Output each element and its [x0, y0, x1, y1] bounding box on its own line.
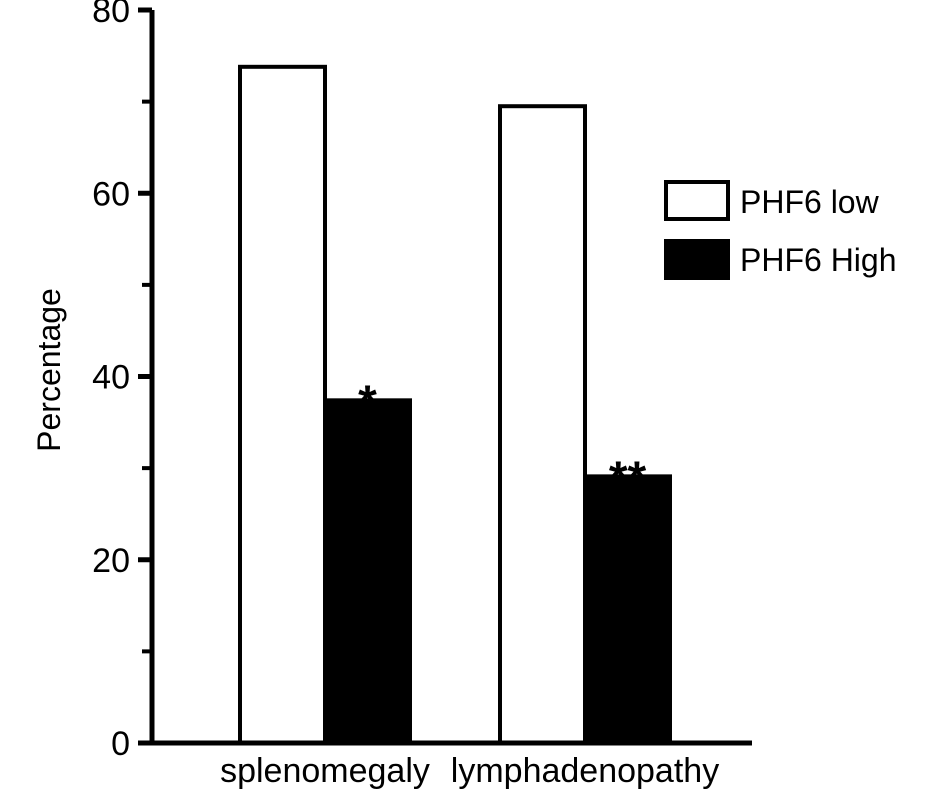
category-label-splenomegaly: splenomegaly	[220, 752, 430, 790]
significance-mark: *	[358, 376, 377, 429]
y-axis-title: Percentage	[31, 288, 67, 452]
category-labels: splenomegaly lymphadenopathy	[220, 752, 719, 790]
bar-phf6-low-lymphadenopathy	[498, 104, 587, 746]
legend-swatch-phf6-low	[664, 180, 730, 221]
bars	[238, 64, 672, 746]
legend-label-phf6-high: PHF6 High	[740, 242, 897, 278]
legend-label-phf6-low: PHF6 low	[740, 184, 880, 220]
y-tick-label: 60	[92, 175, 130, 213]
y-tick-label: 80	[92, 0, 130, 30]
bar-phf6-low-splenomegaly	[238, 64, 327, 746]
y-tick-label: 40	[92, 359, 130, 397]
significance-mark: **	[609, 452, 647, 505]
legend-swatch-phf6-high	[664, 239, 730, 280]
y-axis-ticks: 0 20 40 60 80	[92, 0, 152, 763]
bar-phf6-high-lymphadenopathy	[583, 474, 672, 745]
y-tick-label: 20	[92, 542, 130, 580]
significance-annotations: ***	[358, 376, 646, 505]
bar-phf6-high-splenomegaly	[323, 398, 412, 745]
legend: PHF6 low PHF6 High	[664, 180, 897, 280]
category-label-lymphadenopathy: lymphadenopathy	[451, 752, 719, 790]
y-tick-label: 0	[111, 725, 130, 763]
